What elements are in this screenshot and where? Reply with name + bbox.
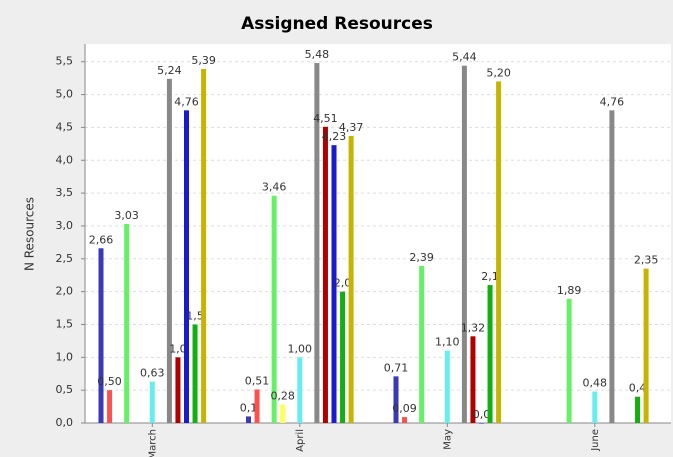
value-label: 1,5 bbox=[186, 309, 204, 322]
bar bbox=[322, 126, 328, 423]
value-label: 0,48 bbox=[583, 376, 608, 389]
bar bbox=[340, 291, 346, 423]
value-label: 0,1 bbox=[240, 401, 258, 414]
bar bbox=[271, 195, 277, 423]
bar bbox=[419, 266, 425, 423]
y-tick-label: 5,5 bbox=[56, 55, 74, 68]
bar bbox=[331, 145, 337, 424]
value-label: 5,24 bbox=[157, 64, 182, 77]
value-label: 2,35 bbox=[634, 254, 659, 267]
y-tick-label: 4,5 bbox=[56, 120, 74, 133]
value-label: 2,1 bbox=[481, 270, 499, 283]
y-tick-label: 1,0 bbox=[56, 350, 74, 363]
bar bbox=[192, 324, 198, 423]
value-label: 0,71 bbox=[384, 361, 409, 374]
bar bbox=[635, 396, 641, 423]
y-axis-label: N Resources bbox=[23, 197, 37, 271]
plot-area bbox=[85, 44, 671, 423]
value-label: 3,03 bbox=[114, 209, 139, 222]
bar bbox=[175, 357, 181, 423]
value-label: 0,09 bbox=[392, 402, 417, 415]
bar bbox=[393, 376, 399, 423]
bar bbox=[479, 423, 484, 424]
value-label: 1,00 bbox=[288, 342, 313, 355]
bar bbox=[566, 298, 572, 423]
bar bbox=[496, 81, 502, 423]
y-tick-label: 0,5 bbox=[56, 383, 74, 396]
value-label: 0,63 bbox=[140, 367, 165, 380]
value-label: 0,50 bbox=[97, 375, 122, 388]
value-label: 1,89 bbox=[557, 284, 582, 297]
value-label: 4,76 bbox=[600, 95, 625, 108]
value-label: 0,28 bbox=[270, 390, 295, 403]
value-label: 1,32 bbox=[461, 321, 486, 334]
x-tick-label: March bbox=[147, 429, 158, 457]
value-label: 5,20 bbox=[486, 66, 511, 79]
bar bbox=[348, 135, 354, 423]
chart-title: Assigned Resources bbox=[241, 14, 433, 34]
value-label: 2,0 bbox=[334, 277, 352, 290]
value-label: 0,51 bbox=[245, 375, 270, 388]
y-tick-label: 0,0 bbox=[56, 416, 74, 429]
value-label: 1,10 bbox=[435, 336, 460, 349]
bar bbox=[592, 391, 598, 423]
bar bbox=[314, 63, 320, 424]
bar bbox=[149, 381, 155, 423]
bar bbox=[444, 350, 450, 423]
bar bbox=[98, 248, 104, 423]
bar bbox=[643, 268, 649, 423]
value-label: 5,39 bbox=[191, 54, 216, 67]
bar bbox=[470, 336, 476, 423]
y-tick-label: 5,0 bbox=[56, 88, 74, 101]
value-label: 5,44 bbox=[452, 51, 477, 64]
value-label: 5,48 bbox=[305, 48, 330, 61]
value-label: 3,46 bbox=[262, 181, 287, 194]
y-tick-label: 2,0 bbox=[56, 285, 74, 298]
bar bbox=[107, 390, 113, 423]
x-tick-label: April bbox=[295, 429, 306, 452]
y-tick-label: 1,5 bbox=[56, 317, 74, 330]
bar bbox=[246, 416, 251, 423]
y-tick-label: 2,5 bbox=[56, 252, 74, 265]
value-label: 4,23 bbox=[322, 130, 347, 143]
y-tick-label: 3,0 bbox=[56, 219, 74, 232]
value-label: 0,4 bbox=[629, 382, 647, 395]
value-label: 1,0 bbox=[169, 342, 187, 355]
value-label: 2,39 bbox=[409, 251, 434, 264]
bar bbox=[124, 223, 130, 423]
value-label: 4,76 bbox=[174, 95, 199, 108]
bar bbox=[461, 65, 467, 424]
bar bbox=[487, 285, 493, 423]
y-tick-label: 4,0 bbox=[56, 153, 74, 166]
bar bbox=[254, 389, 260, 423]
bar bbox=[166, 78, 172, 423]
bar bbox=[297, 357, 303, 423]
value-label: 4,51 bbox=[313, 112, 338, 125]
bar bbox=[402, 417, 408, 423]
value-label: 0,0 bbox=[473, 408, 491, 421]
bar bbox=[184, 110, 189, 423]
value-label: 2,66 bbox=[89, 233, 114, 246]
x-tick-label: June bbox=[590, 429, 601, 452]
bar bbox=[609, 110, 615, 423]
value-label: 4,37 bbox=[339, 121, 364, 134]
x-tick-label: May bbox=[442, 429, 453, 450]
bar bbox=[201, 68, 207, 423]
y-tick-label: 3,5 bbox=[56, 186, 74, 199]
bar bbox=[280, 404, 286, 423]
